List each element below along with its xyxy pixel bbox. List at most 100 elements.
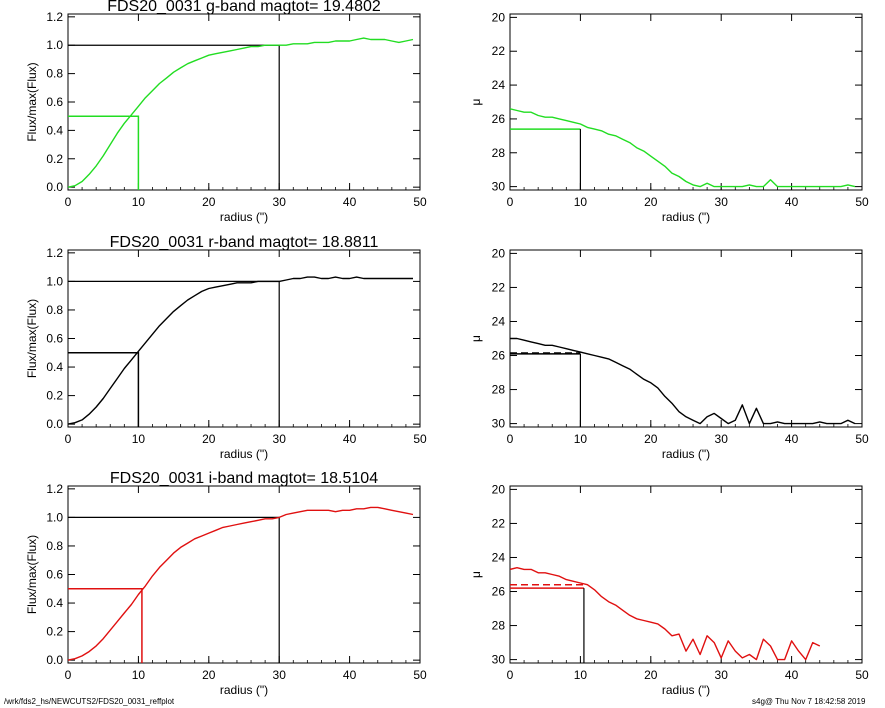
y-tick-label: 1.0 — [46, 510, 63, 524]
y-tick-label: 0.8 — [46, 539, 63, 553]
y-tick-label: 0.0 — [46, 180, 63, 194]
x-tick-label: 50 — [855, 432, 869, 446]
x-tick-label: 0 — [65, 195, 72, 209]
profile-curve — [68, 276, 413, 425]
total-flux-line — [68, 44, 280, 190]
x-tick-label: 30 — [715, 432, 729, 446]
x-tick-label: 20 — [202, 195, 216, 209]
x-tick-label: 0 — [507, 432, 514, 446]
y-tick-label: 24 — [492, 550, 506, 564]
y-axis-label: μ — [469, 335, 483, 342]
x-tick-label: 20 — [202, 668, 216, 682]
x-tick-label: 30 — [715, 668, 729, 682]
plot-frame — [67, 485, 421, 664]
y-tick-label: 28 — [492, 146, 506, 160]
x-tick-label: 10 — [574, 195, 588, 209]
y-tick-label: 1.2 — [46, 246, 63, 260]
x-tick-label: 20 — [644, 432, 658, 446]
profile-curve — [510, 337, 856, 425]
panel-2: 0 10 20 30 40 50 0.0 0.2 0.4 0.6 0.8 1.0 1.2 radius (… — [25, 234, 427, 461]
x-tick-label: 20 — [644, 668, 658, 682]
y-axis-label: Flux/max(Flux) — [25, 62, 39, 141]
x-tick-label: 40 — [785, 668, 799, 682]
y-tick-label: 1.2 — [46, 482, 63, 496]
x-tick-label: 50 — [413, 432, 427, 446]
panel-title: FDS20_0031 i-band magtot= 18.5104 — [110, 470, 378, 487]
y-tick-label: 20 — [492, 482, 506, 496]
y-axis-label: Flux/max(Flux) — [25, 299, 39, 378]
x-tick-label: 0 — [65, 668, 72, 682]
y-tick-label: 0.4 — [46, 596, 63, 610]
panel-4: 0 10 20 30 40 50 0.0 0.2 0.4 0.6 0.8 1.0 1.2 radius (… — [25, 470, 427, 697]
x-tick-label: 50 — [855, 195, 869, 209]
plot-frame — [509, 13, 863, 191]
y-tick-label: 0.4 — [46, 123, 63, 137]
plot-frame — [509, 485, 863, 664]
y-tick-label: 22 — [492, 280, 506, 294]
x-tick-label: 20 — [644, 195, 658, 209]
y-tick-label: 0.0 — [46, 417, 63, 431]
x-tick-label: 30 — [715, 195, 729, 209]
x-tick-label: 0 — [65, 432, 72, 446]
total-flux-line — [68, 516, 280, 663]
x-tick-label: 30 — [273, 668, 287, 682]
x-tick-label: 10 — [132, 195, 146, 209]
plot-frame — [67, 13, 421, 191]
y-tick-label: 28 — [492, 383, 506, 397]
y-tick-label: 26 — [492, 112, 506, 126]
x-axis-label: radius (") — [662, 210, 710, 224]
footer-path: /wrk/fds2_hs/NEWCUTS2/FDS20_0031_reffplo… — [4, 697, 175, 706]
profile-curve — [68, 506, 414, 661]
y-tick-label: 0.6 — [46, 568, 63, 582]
y-tick-label: 30 — [492, 417, 506, 431]
y-tick-label: 24 — [492, 314, 506, 328]
y-tick-label: 22 — [492, 516, 506, 530]
panel-3: 0 10 20 30 40 50 20 22 24 26 28 30 radius (") μ — [469, 246, 869, 461]
x-axis-label: radius (") — [220, 210, 268, 224]
y-tick-label: 30 — [492, 180, 506, 194]
x-tick-label: 20 — [202, 432, 216, 446]
y-tick-label: 26 — [492, 585, 506, 599]
y-tick-label: 1.2 — [46, 10, 63, 24]
x-axis-label: radius (") — [220, 447, 268, 461]
x-tick-label: 50 — [413, 668, 427, 682]
plot-frame — [67, 249, 421, 428]
y-tick-label: 0.4 — [46, 360, 63, 374]
x-tick-label: 40 — [343, 668, 357, 682]
y-tick-label: 30 — [492, 653, 506, 667]
half-light-line — [68, 115, 140, 190]
x-tick-label: 30 — [273, 432, 287, 446]
panel-title: FDS20_0031 g-band magtot= 19.4802 — [107, 0, 381, 15]
profile-curve — [510, 108, 856, 188]
y-axis-label: μ — [469, 98, 483, 105]
panel-1: 0 10 20 30 40 50 20 22 24 26 28 30 radius (") μ — [469, 10, 869, 224]
x-tick-label: 40 — [343, 195, 357, 209]
x-tick-label: 0 — [507, 195, 514, 209]
x-axis-label: radius (") — [662, 683, 710, 697]
x-tick-label: 10 — [574, 668, 588, 682]
profile-curve — [510, 567, 821, 661]
profile-curve — [68, 37, 414, 188]
y-tick-label: 26 — [492, 349, 506, 363]
y-tick-label: 0.6 — [46, 332, 63, 346]
x-tick-label: 0 — [507, 668, 514, 682]
x-tick-label: 30 — [273, 195, 287, 209]
y-tick-label: 0.0 — [46, 653, 63, 667]
y-tick-label: 0.8 — [46, 303, 63, 317]
plot-frame — [509, 249, 863, 428]
x-tick-label: 40 — [343, 432, 357, 446]
panel-title: FDS20_0031 r-band magtot= 18.8811 — [110, 234, 379, 251]
y-tick-label: 20 — [492, 246, 506, 260]
x-tick-label: 10 — [574, 432, 588, 446]
y-tick-label: 24 — [492, 78, 506, 92]
x-tick-label: 40 — [785, 432, 799, 446]
y-axis-label: μ — [469, 571, 483, 578]
x-tick-label: 10 — [132, 432, 146, 446]
y-tick-label: 0.2 — [46, 152, 63, 166]
y-tick-label: 20 — [492, 10, 506, 24]
y-tick-label: 0.6 — [46, 95, 63, 109]
y-tick-label: 0.8 — [46, 67, 63, 81]
x-tick-label: 40 — [785, 195, 799, 209]
half-light-line — [68, 352, 140, 427]
panel-0: 0 10 20 30 40 50 0.0 0.2 0.4 0.6 0.8 1.0 1.2 radius (… — [25, 0, 427, 224]
